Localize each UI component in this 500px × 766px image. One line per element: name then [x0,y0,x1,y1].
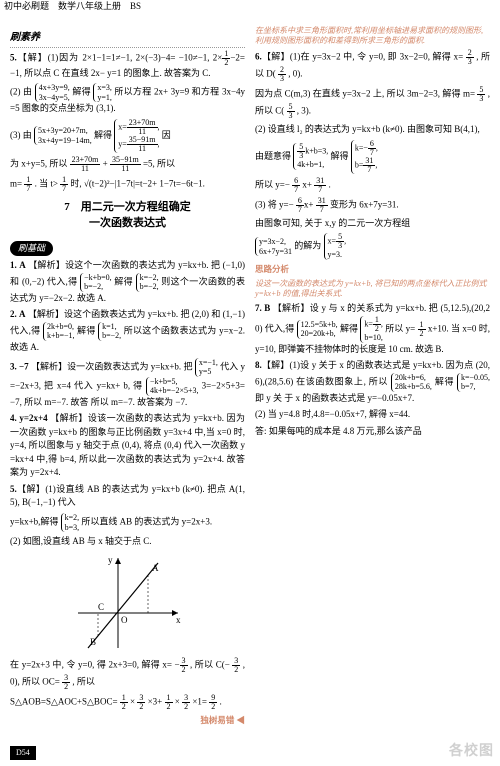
svg-text:O: O [121,615,128,625]
q5: 5.【解】(1)因为 2×1−1=1≠−1, 2×(−3)−4= −10≠−1,… [10,50,245,81]
badge-jichu: 刷基础 [10,241,53,257]
page-header: 初中必刷题 数学八年级上册 BS [0,0,500,14]
svg-text:A: A [152,563,159,573]
q6-c: (2) 设直线 l₂ 的表达式为 y=kx+b (k≠0). 由图象可知 B(4… [255,123,490,137]
q6-e: 所以 y=− 67 x+ 317 . [255,177,490,194]
page-number: D54 [10,746,36,760]
annotation2-body: 设这一次函数的表达式为 y=kx+b, 将已知的两点坐标代入正比例式 y=kx+… [255,279,490,300]
q6-f: (3) 将 y=− 67x+ 317 变形为 6x+7y=31. [255,197,490,214]
section-7-title: 7 用二元一次方程组确定 一次函数表达式 [10,199,245,232]
c2-p2: S△AOB=S△AOC+S△BOC= 12 × 32 ×3+ 12 × 32 ×… [10,694,245,711]
q8-b: (2) 当 y=4.8 时,4.8=−0.05x+7, 解得 x=44. [255,408,490,422]
c2-p0c: (2) 如图,设直线 AB 与 x 轴交于点 C. [10,535,245,549]
q8: 8.【解】(1)设 y 关于 x 的函数表达式是 y=kx+b. 因为点 (20… [255,359,490,405]
q5-p2: (2) 由 4x+3y=9,3x−4y=5, 解得 x=3,y=1, 所以方程 … [10,83,245,116]
q5-p3b: 为 x+y=5, 所以 23+70m11 + 35−91m11 =5, 所以 [10,156,245,173]
c2-p0: y=kx+b,解得 k=2,b=3, 所以直线 AB 的表达式为 y=2x+3. [10,513,245,532]
annotation-title: 独树易错 ◀ [10,714,245,727]
q6-b: 因为点 C(m,3) 在直线 y=3x−2 上, 所以 3m−2=3, 解得 m… [255,86,490,120]
q4: 4. y=2x+4 【解析】设该一次函数的表达式为 y=kx+b. 因为一次函数… [10,412,245,480]
page-body: 刷素养 5.【解】(1)因为 2×1−1=1≠−1, 2×(−3)−4= −10… [0,18,500,758]
q6-d: 由题意得 53k+b=3, 4k+b=1, 解得 k=−67, b=317, [255,140,490,174]
svg-text:y: y [108,555,113,565]
q5-p3: (3) 由 5x+3y=20+7m,3x+4y=19−14m, 解得 x=23+… [10,119,245,153]
q6: 6.【解】(1)在 y=3x−2 中, 令 y=0, 即 3x−2=0, 解得 … [255,49,490,83]
q3: 3. −7 【解析】设一次函数表达式为 y=kx+b. 把 x=−1,y=5 代… [10,358,245,410]
q8-c: 答: 如果每吨的成本是 4.8 万元,那么该产品 [255,425,490,439]
q6-h: y=3x−2,6x+7y=31 的解为 x=53, y=3. [255,233,490,260]
divider [10,47,245,48]
q2: 2. A 【解析】设这个函数表达式为 y=kx+b. 把 (2,0) 和 (1,… [10,308,245,354]
c2-p1: 在 y=2x+3 中, 令 y=0, 得 2x+3=0, 解得 x= −32 ,… [10,657,245,691]
q5-p3c: m= 17 . 当 t> 17 时, √(t−2)²−|1−7t|=t−2+ 1… [10,176,245,193]
watermark: 各校图 [449,741,494,762]
section-suyang: 刷素养 [10,30,245,45]
svg-text:B: B [90,637,96,647]
svg-text:C: C [98,602,104,612]
annotation-body: 在坐标系中求三角形面积时,常利用坐标轴进易求面积的规则图形,利用规则图形面积的和… [255,26,490,47]
graph-ab-line: A B C O x y [68,553,188,653]
svg-text:x: x [176,615,181,625]
annotation2-title: 思路分析 [255,263,490,276]
q6-g: 由图象可知, 关于 x,y 的二元一次方程组 [255,217,490,231]
q7: 7. B 【解析】设 y 与 x 的关系式为 y=kx+b. 把 (5,12.5… [255,302,490,356]
q5b: 5.【解】(1)设直线 AB 的表达式为 y=kx+b (k≠0). 把点 A(… [10,483,245,510]
q1: 1. A 【解析】设这个一次函数的表达式为 y=kx+b. 把 (−1,0) 和… [10,259,245,305]
